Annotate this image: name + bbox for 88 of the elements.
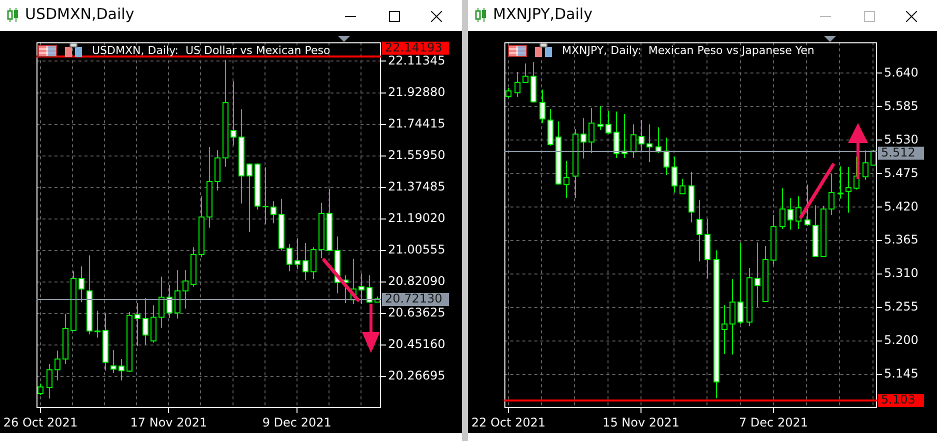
candlestick — [614, 111, 620, 158]
candlestick — [46, 363, 52, 399]
candlestick — [680, 178, 686, 194]
ref-line-label: 22.14193 — [385, 40, 442, 54]
x-tick-label: 26 Oct 2021 — [3, 415, 78, 430]
x-tick-label: 17 Nov 2021 — [130, 415, 208, 430]
candlestick — [722, 304, 728, 354]
y-tick-label: 5.145 — [884, 366, 918, 381]
candlestick — [358, 272, 364, 305]
y-tick-label: 21.37485 — [388, 179, 446, 194]
y-tick-label: 5.530 — [884, 132, 918, 146]
candlestick — [78, 266, 84, 303]
candlestick — [788, 198, 794, 230]
candlestick — [664, 137, 670, 176]
y-tick-label: 20.26695 — [388, 368, 446, 383]
candlestick — [838, 166, 844, 200]
candlestick — [580, 118, 586, 159]
y-tick-label: 5.255 — [884, 300, 918, 314]
x-tick-label: 15 Nov 2021 — [602, 415, 680, 430]
candlestick — [38, 383, 44, 396]
candlestick — [118, 358, 124, 381]
candlestick — [564, 160, 570, 199]
candlestick — [754, 242, 760, 308]
x-tick-label: 9 Dec 2021 — [262, 415, 332, 430]
candlestick — [846, 166, 852, 214]
y-tick-label: 5.310 — [884, 266, 918, 280]
candlestick — [646, 124, 652, 163]
candlestick — [730, 278, 736, 355]
candlestick — [270, 200, 276, 224]
candlestick — [262, 166, 268, 225]
candlestick — [598, 106, 604, 130]
candlestick — [166, 284, 172, 318]
candlestick — [158, 276, 164, 328]
y-tick-label: 20.82090 — [388, 274, 446, 288]
candlestick — [214, 150, 220, 191]
candlestick — [672, 156, 678, 194]
candlestick — [150, 304, 156, 343]
candlestick — [638, 120, 644, 152]
candlestick — [182, 270, 188, 310]
y-tick-label: 5.640 — [884, 65, 918, 80]
candlestick — [780, 188, 786, 230]
candlestick — [246, 162, 252, 232]
candlestick — [630, 124, 636, 158]
candlestick — [366, 274, 372, 304]
candlestick — [302, 242, 308, 281]
y-tick-label: 21.74415 — [388, 116, 446, 130]
y-tick-label: 5.475 — [884, 166, 918, 180]
y-tick-label: 20.45160 — [388, 337, 446, 352]
x-tick-label: 7 Dec 2021 — [738, 415, 808, 430]
candlestick — [286, 243, 292, 272]
candlestick — [696, 199, 702, 262]
chart-subtitle: MXNJPY, Daily: Mexican Peso vs Japanese Yen — [562, 44, 814, 57]
y-tick-label: 5.420 — [884, 199, 918, 214]
candlestick — [94, 310, 100, 338]
ref-line-label: 20.72130 — [385, 292, 442, 306]
candlestick — [514, 72, 520, 98]
candlestick — [110, 350, 116, 374]
y-tick-label: 21.19020 — [388, 210, 446, 225]
y-tick-label: 5.585 — [884, 98, 918, 113]
chart-title: USDMXN,Daily — [25, 5, 134, 23]
y-tick-label: 5.365 — [884, 232, 918, 247]
candlestick — [506, 87, 512, 98]
ref-line-label: 5.512 — [881, 145, 916, 160]
ref-line-label: 5.103 — [881, 392, 916, 407]
candlestick — [54, 350, 60, 381]
candlestick — [522, 63, 528, 84]
candlestick — [540, 89, 546, 124]
chart-title: MXNJPY,Daily — [493, 5, 592, 23]
candlestick — [230, 80, 236, 146]
y-tick-label: 21.00555 — [388, 242, 446, 256]
candlestick — [828, 173, 834, 216]
candlestick — [142, 298, 148, 346]
x-tick-label: 22 Oct 2021 — [471, 415, 546, 430]
y-tick-label: 22.11345 — [388, 53, 446, 68]
candlestick — [862, 150, 868, 180]
y-tick-label: 5.200 — [884, 333, 918, 348]
y-tick-label: 21.92880 — [388, 84, 446, 99]
candlestick — [804, 184, 810, 227]
candlestick — [738, 242, 744, 325]
candlestick — [134, 302, 140, 346]
y-tick-label: 21.55950 — [388, 148, 446, 162]
candlestick — [294, 238, 300, 270]
candlestick — [606, 110, 612, 135]
candlestick — [174, 270, 180, 320]
chart-subtitle: USDMXN, Daily: US Dollar vs Mexican Peso — [92, 44, 330, 57]
candlestick — [310, 246, 316, 280]
y-tick-label: 20.63625 — [388, 306, 446, 320]
candlestick — [588, 107, 594, 154]
